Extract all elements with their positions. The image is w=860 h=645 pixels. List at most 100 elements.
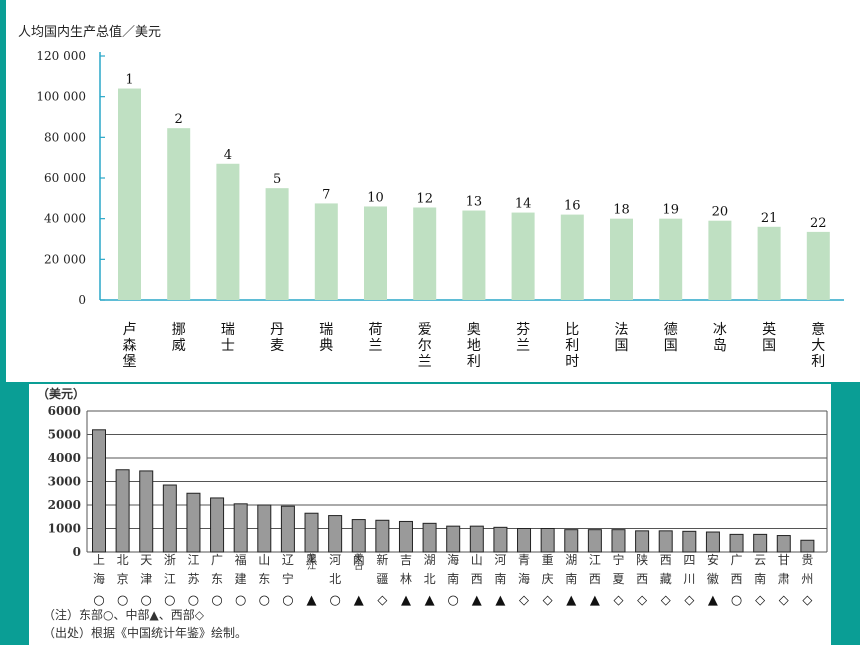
y-tick-label: 1000 — [48, 522, 81, 536]
category-label-line1: 山 — [471, 553, 483, 567]
bar — [564, 529, 579, 553]
category-label-line2: 林 — [400, 572, 412, 586]
bar — [162, 484, 177, 553]
region-symbol: ◇ — [684, 593, 694, 608]
y-tick-label: 2000 — [48, 498, 81, 512]
bar — [364, 206, 387, 300]
category-label-line2: 江 — [164, 572, 176, 586]
category-label: 德国 — [664, 322, 678, 354]
category-label-line1: 甘 — [778, 553, 790, 567]
y-tick-label: 4000 — [48, 451, 81, 465]
category-label: 荷兰 — [369, 322, 383, 354]
region-symbol: ◇ — [661, 593, 671, 608]
rank-label: 20 — [712, 205, 729, 220]
category-label-line1: 湖 — [424, 552, 436, 567]
category-label-line2: 东 — [211, 572, 223, 586]
category-label-line2: 南 — [754, 571, 766, 586]
category-label-line1: 湖 — [565, 552, 577, 567]
category-label-line2: 庆 — [542, 572, 554, 586]
region-symbol: ○ — [282, 593, 293, 608]
y-tick-label: 100 000 — [36, 90, 86, 104]
bar — [635, 530, 650, 553]
region-symbol: ▲ — [708, 593, 718, 608]
oecd-gdp-bar-chart: 人均国内生产总值／美元 0 20 000 40 000 60 000 80 000 100 … — [18, 24, 844, 370]
region-symbol: ▲ — [472, 593, 482, 608]
rank-label: 21 — [761, 211, 778, 226]
category-label-line2: 西 — [636, 572, 648, 586]
region-symbol: ○ — [93, 593, 104, 608]
bar — [167, 128, 191, 300]
category-label-line2: 龙江 — [307, 552, 316, 572]
category-label-line1: 四 — [683, 553, 695, 567]
category-label-line2: 夏 — [612, 572, 624, 586]
rank-label: 12 — [416, 191, 433, 206]
region-symbol: ◇ — [613, 593, 623, 608]
rank-label: 19 — [662, 203, 679, 218]
category-label-line2: 西 — [731, 572, 743, 586]
region-symbol: ○ — [329, 593, 340, 608]
category-label-line1: 江 — [589, 553, 601, 567]
bar — [776, 535, 791, 553]
category-label-line1: 天 — [140, 553, 152, 567]
category-label-line1: 西 — [660, 553, 672, 567]
category-label-line1: 河 — [329, 553, 341, 567]
category-label-line1: 安 — [707, 552, 719, 567]
y-tick-label: 5000 — [48, 428, 81, 442]
region-symbol: ▲ — [401, 593, 411, 608]
bar — [422, 522, 437, 553]
category-label-line2: 海 — [518, 571, 530, 586]
bar — [659, 218, 683, 300]
category-label-line2: 苏 — [187, 572, 199, 586]
region-symbol: ▲ — [354, 593, 364, 608]
bar — [682, 530, 697, 553]
category-label-line2: 徽 — [707, 571, 719, 586]
category-label-line1: 河 — [494, 553, 506, 567]
bar — [92, 429, 106, 553]
oecd-gdp-chart-panel: 人均国内生产总值／美元 0 20 000 40 000 60 000 80 000 100 … — [6, 0, 860, 382]
region-symbol: ◇ — [543, 593, 553, 608]
y-tick-label: 40 000 — [44, 212, 86, 226]
category-label-line1: 贵 — [801, 553, 813, 567]
rank-label: 13 — [466, 195, 483, 210]
y-axis-title: （美元） — [37, 386, 85, 401]
y-axis-title: 人均国内生产总值／美元 — [18, 24, 161, 40]
y-tick-label: 120 000 — [36, 49, 86, 63]
region-symbol: ○ — [211, 593, 222, 608]
region-symbol: ○ — [141, 593, 152, 608]
bar — [753, 533, 768, 553]
region-symbol: ▲ — [307, 593, 317, 608]
bar — [708, 220, 732, 300]
bar — [587, 529, 602, 553]
region-symbol: ▲ — [425, 593, 435, 608]
region-symbol: ○ — [117, 593, 128, 608]
region-symbol: ○ — [259, 593, 270, 608]
category-label: 挪威 — [172, 322, 186, 354]
category-label: 卢森堡 — [123, 322, 137, 370]
bar — [210, 497, 225, 553]
bar — [398, 520, 413, 553]
category-label: 意大利 — [811, 321, 825, 370]
bar — [493, 526, 508, 553]
category-label-line2: 藏 — [660, 572, 672, 586]
bar — [800, 539, 815, 553]
bar — [304, 512, 319, 553]
category-label-line2: 建 — [235, 572, 247, 586]
rank-label: 22 — [810, 216, 827, 231]
region-symbol: ▲ — [566, 593, 576, 608]
category-label-line1: 云 — [754, 553, 766, 567]
category-label-line1: 青 — [518, 553, 530, 567]
category-label-line1: 新 — [376, 552, 388, 567]
region-symbol: ○ — [235, 593, 246, 608]
category-label-line2: 川 — [683, 572, 695, 586]
category-label-line2: 宁 — [282, 571, 294, 586]
category-label: 丹麦 — [270, 322, 284, 354]
rank-label: 14 — [515, 197, 532, 212]
bar — [118, 88, 141, 301]
bar — [469, 525, 484, 553]
category-label-line2: 西 — [589, 572, 601, 586]
bar — [328, 515, 343, 553]
bar — [280, 505, 295, 553]
region-symbol: ◇ — [779, 593, 789, 608]
category-label-line2: 州 — [801, 572, 813, 586]
category-label: 比利时 — [565, 322, 579, 370]
